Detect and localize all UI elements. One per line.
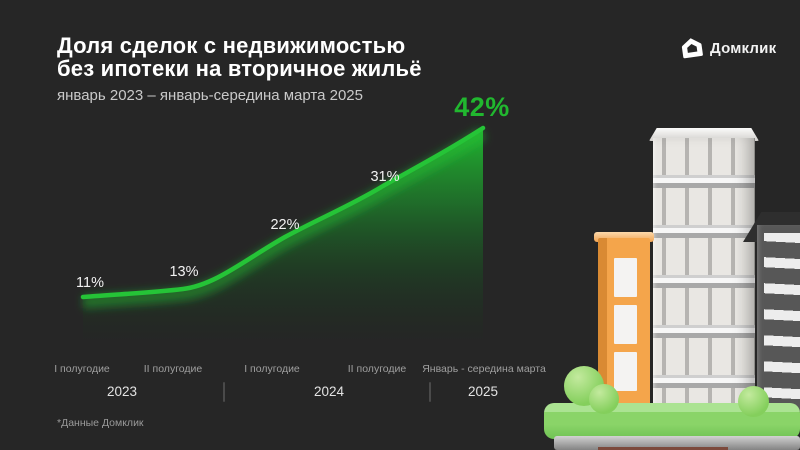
bush-sphere-2	[589, 384, 619, 414]
axis-year-label-2024: 2024	[313, 384, 345, 399]
orange-building-roof	[594, 232, 654, 242]
axis-year-label-2023: 2023	[106, 384, 138, 399]
page-title: Доля сделок с недвижимостью без ипотеки …	[57, 34, 477, 80]
dark-building	[757, 225, 800, 411]
line-glow	[82, 127, 487, 309]
axis-divider-1	[223, 382, 225, 402]
value-label-2023h1: 11%	[76, 275, 104, 291]
axis-period-label-2: II полугодие	[143, 363, 203, 375]
header: Доля сделок с недвижимостью без ипотеки …	[57, 34, 477, 104]
orange-building-window-1	[614, 258, 637, 297]
axis-period-label-4: II полугодие	[347, 363, 407, 375]
page-subtitle: январь 2023 – январь-середина марта 2025	[57, 87, 363, 104]
page-title-line2: без ипотеки на вторичное жильё	[57, 56, 422, 81]
value-label-2025-highlight: 42%	[454, 92, 510, 122]
orange-building	[598, 238, 650, 410]
trend-line	[80, 125, 486, 300]
orange-building-window-2	[614, 305, 637, 344]
white-building	[653, 138, 755, 410]
footnote: *Данные Домклик	[57, 417, 144, 429]
bush-sphere-3	[738, 386, 769, 417]
buildings-illustration	[540, 100, 800, 450]
orange-building-window-3	[614, 352, 637, 391]
page-title-line1: Доля сделок с недвижимостью	[57, 33, 406, 58]
axis-year-label-2025: 2025	[467, 384, 499, 399]
dark-building-windows	[764, 233, 800, 411]
domclick-logo: Домклик	[681, 37, 776, 59]
value-label-2023h2: 13%	[169, 264, 199, 280]
value-label-2024h2: 31%	[370, 169, 400, 185]
grey-base	[554, 436, 800, 450]
value-label-2024h1: 22%	[270, 217, 300, 233]
domclick-house-icon	[681, 38, 703, 59]
red-base-strip	[598, 447, 728, 450]
brand-name: Домклик	[710, 39, 777, 57]
white-building-roof	[649, 128, 759, 141]
axis-divider-2	[429, 382, 431, 402]
axis-period-label-3: I полугодие	[244, 363, 300, 375]
axis-period-label-5: Январь - середина марта	[422, 363, 546, 375]
axis-period-label-1: I полугодие	[54, 363, 110, 375]
